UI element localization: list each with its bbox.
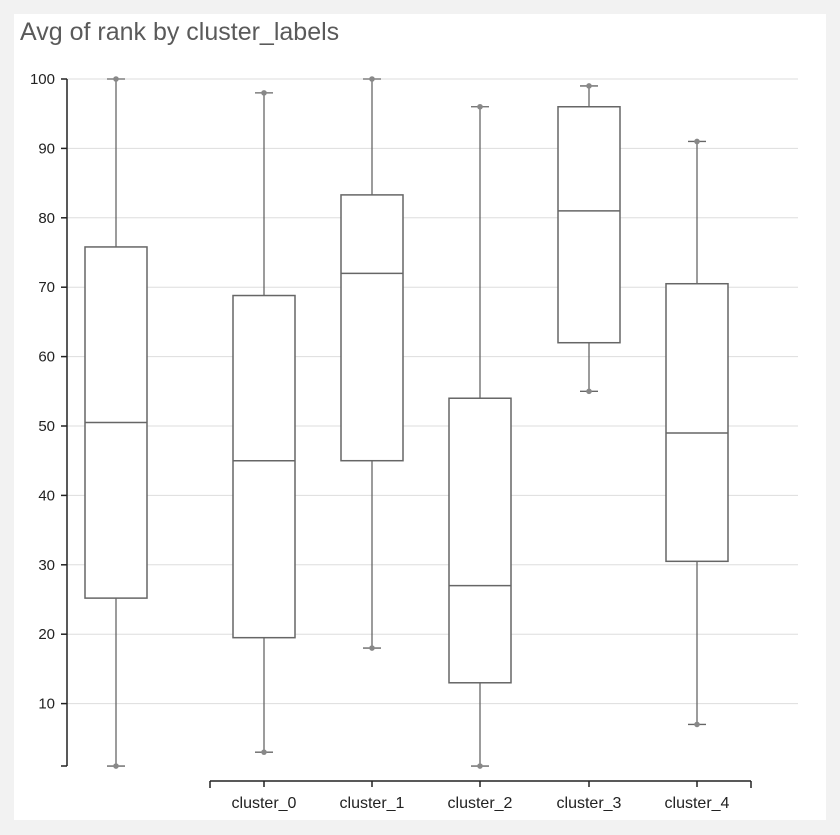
y-tick-label: 40 xyxy=(38,487,55,504)
y-tick-label: 100 xyxy=(30,71,55,88)
y-tick-label: 90 xyxy=(38,140,55,157)
whisker-dot-max xyxy=(113,76,119,82)
x-tick-label: cluster_3 xyxy=(557,795,622,812)
whisker-dot-min xyxy=(586,388,592,395)
whisker-dot-max xyxy=(586,83,592,89)
whisker-dot-max xyxy=(477,103,483,110)
whisker-dot-min xyxy=(694,721,700,728)
x-tick-label: cluster_2 xyxy=(448,795,513,812)
y-tick-label: 80 xyxy=(38,210,55,227)
x-tick-label: cluster_4 xyxy=(665,795,730,812)
whisker-dot-min xyxy=(369,645,375,651)
whisker-dot-max xyxy=(369,76,375,82)
box xyxy=(665,282,729,563)
chart-title: Avg of rank by cluster_labels xyxy=(20,18,340,46)
whisker-dot-max xyxy=(261,90,267,96)
whisker-dot-min xyxy=(477,763,483,769)
box xyxy=(448,397,512,684)
y-tick-label: 10 xyxy=(38,696,55,713)
x-tick-label: cluster_1 xyxy=(340,795,405,812)
whisker-dot-max xyxy=(694,138,700,145)
y-tick-label: 70 xyxy=(38,279,55,296)
whisker-dot-min xyxy=(113,763,119,769)
whisker-dot-min xyxy=(261,749,267,755)
x-tick-label: cluster_0 xyxy=(232,795,297,812)
y-tick-label: 20 xyxy=(38,626,55,643)
y-tick-label: 50 xyxy=(38,418,55,435)
box xyxy=(232,294,296,639)
box xyxy=(340,194,404,462)
box xyxy=(557,106,621,344)
y-tick-label: 30 xyxy=(38,557,55,574)
y-tick-label: 60 xyxy=(38,349,55,366)
